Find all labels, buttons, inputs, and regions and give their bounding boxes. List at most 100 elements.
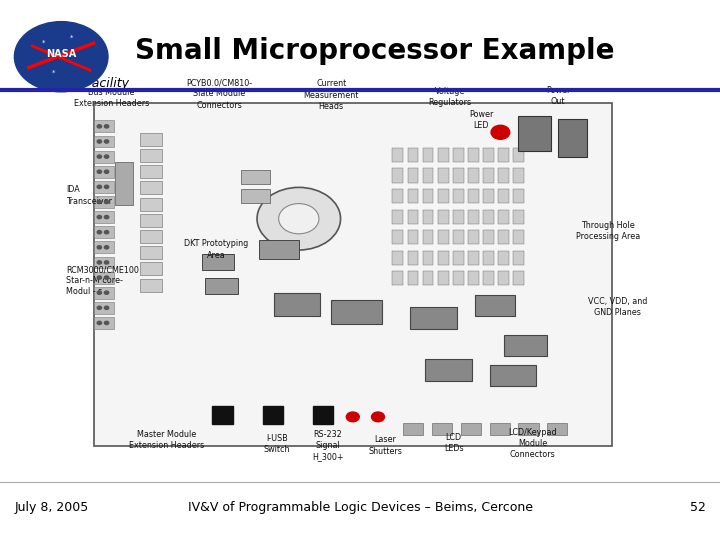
Bar — [423, 189, 433, 203]
Bar — [408, 168, 418, 183]
Text: DKT Prototyping
Area: DKT Prototyping Area — [184, 239, 248, 260]
Text: Power
Out: Power Out — [546, 86, 570, 106]
Bar — [483, 271, 494, 285]
Circle shape — [346, 412, 359, 422]
Text: Current
Measurement
Heads: Current Measurement Heads — [304, 79, 359, 111]
Bar — [140, 149, 162, 162]
Bar — [408, 189, 418, 203]
Bar — [483, 189, 494, 203]
Bar — [140, 165, 162, 178]
Bar — [513, 230, 524, 244]
Bar — [498, 189, 509, 203]
Bar — [498, 210, 509, 224]
Bar — [392, 168, 403, 183]
Text: I-USB
Switch: I-USB Switch — [264, 434, 290, 454]
Circle shape — [97, 231, 102, 234]
Bar — [408, 148, 418, 162]
Text: Small Microprocessor Example: Small Microprocessor Example — [135, 37, 614, 65]
Bar — [498, 271, 509, 285]
Text: Voltage
Regulators: Voltage Regulators — [428, 87, 472, 107]
Text: RCM3000/CME100
Star-n-M core-
Modul - s: RCM3000/CME100 Star-n-M core- Modul - s — [66, 265, 139, 296]
Bar — [140, 262, 162, 275]
Bar — [453, 148, 464, 162]
Bar — [513, 251, 524, 265]
Bar — [403, 423, 423, 435]
Bar — [483, 148, 494, 162]
Bar — [423, 210, 433, 224]
Bar — [392, 210, 403, 224]
Bar — [468, 168, 479, 183]
Bar — [94, 151, 114, 163]
Circle shape — [104, 291, 109, 294]
Bar — [438, 210, 449, 224]
Text: Through Hole
Processing Area: Through Hole Processing Area — [576, 221, 641, 241]
Bar — [498, 251, 509, 265]
Bar — [438, 168, 449, 183]
Bar — [468, 210, 479, 224]
Bar — [94, 226, 114, 238]
Bar — [483, 230, 494, 244]
Bar — [392, 189, 403, 203]
Bar — [140, 246, 162, 259]
Bar — [94, 103, 612, 446]
Bar — [425, 359, 472, 381]
Bar — [468, 189, 479, 203]
Bar — [202, 254, 234, 270]
Bar — [94, 302, 114, 314]
Text: PCYB0.0/CM810-
Slate Module
Connectors: PCYB0.0/CM810- Slate Module Connectors — [186, 78, 253, 110]
Circle shape — [104, 276, 109, 279]
Circle shape — [97, 125, 102, 128]
Bar — [490, 423, 510, 435]
Bar — [94, 272, 114, 284]
Bar — [94, 317, 114, 329]
Circle shape — [372, 412, 384, 422]
Bar — [438, 230, 449, 244]
Bar — [140, 279, 162, 292]
Bar — [518, 116, 551, 151]
Text: July 8, 2005: July 8, 2005 — [14, 501, 89, 514]
Bar — [140, 181, 162, 194]
Text: LCD
LEDs: LCD LEDs — [444, 433, 464, 453]
Bar — [453, 210, 464, 224]
Bar — [498, 148, 509, 162]
Circle shape — [97, 140, 102, 143]
Bar — [513, 210, 524, 224]
Circle shape — [97, 215, 102, 219]
Text: IV&V Facility: IV&V Facility — [50, 77, 130, 90]
Bar — [392, 271, 403, 285]
Bar — [453, 168, 464, 183]
Bar — [468, 271, 479, 285]
Bar — [453, 189, 464, 203]
Circle shape — [104, 231, 109, 234]
Bar — [313, 406, 333, 424]
Text: RS-232
Signal
H_300+: RS-232 Signal H_300+ — [312, 430, 343, 461]
Text: Remove: Remove — [287, 216, 310, 221]
Bar — [468, 251, 479, 265]
Circle shape — [97, 276, 102, 279]
Bar — [392, 230, 403, 244]
Bar — [115, 162, 133, 205]
Bar — [453, 230, 464, 244]
Bar — [423, 148, 433, 162]
Bar — [263, 406, 283, 424]
Bar — [140, 198, 162, 211]
Bar — [140, 133, 162, 146]
Bar — [241, 170, 270, 184]
Bar — [205, 278, 238, 294]
Text: 52: 52 — [690, 501, 706, 514]
Bar — [392, 251, 403, 265]
Bar — [513, 148, 524, 162]
Bar — [94, 120, 114, 132]
Bar — [490, 364, 536, 386]
Bar — [483, 168, 494, 183]
Bar — [504, 335, 547, 356]
Bar — [408, 230, 418, 244]
Circle shape — [104, 261, 109, 264]
Circle shape — [97, 246, 102, 249]
Circle shape — [104, 125, 109, 128]
Bar — [274, 293, 320, 316]
Bar — [94, 136, 114, 147]
Bar — [408, 210, 418, 224]
Bar — [483, 210, 494, 224]
Circle shape — [97, 170, 102, 173]
